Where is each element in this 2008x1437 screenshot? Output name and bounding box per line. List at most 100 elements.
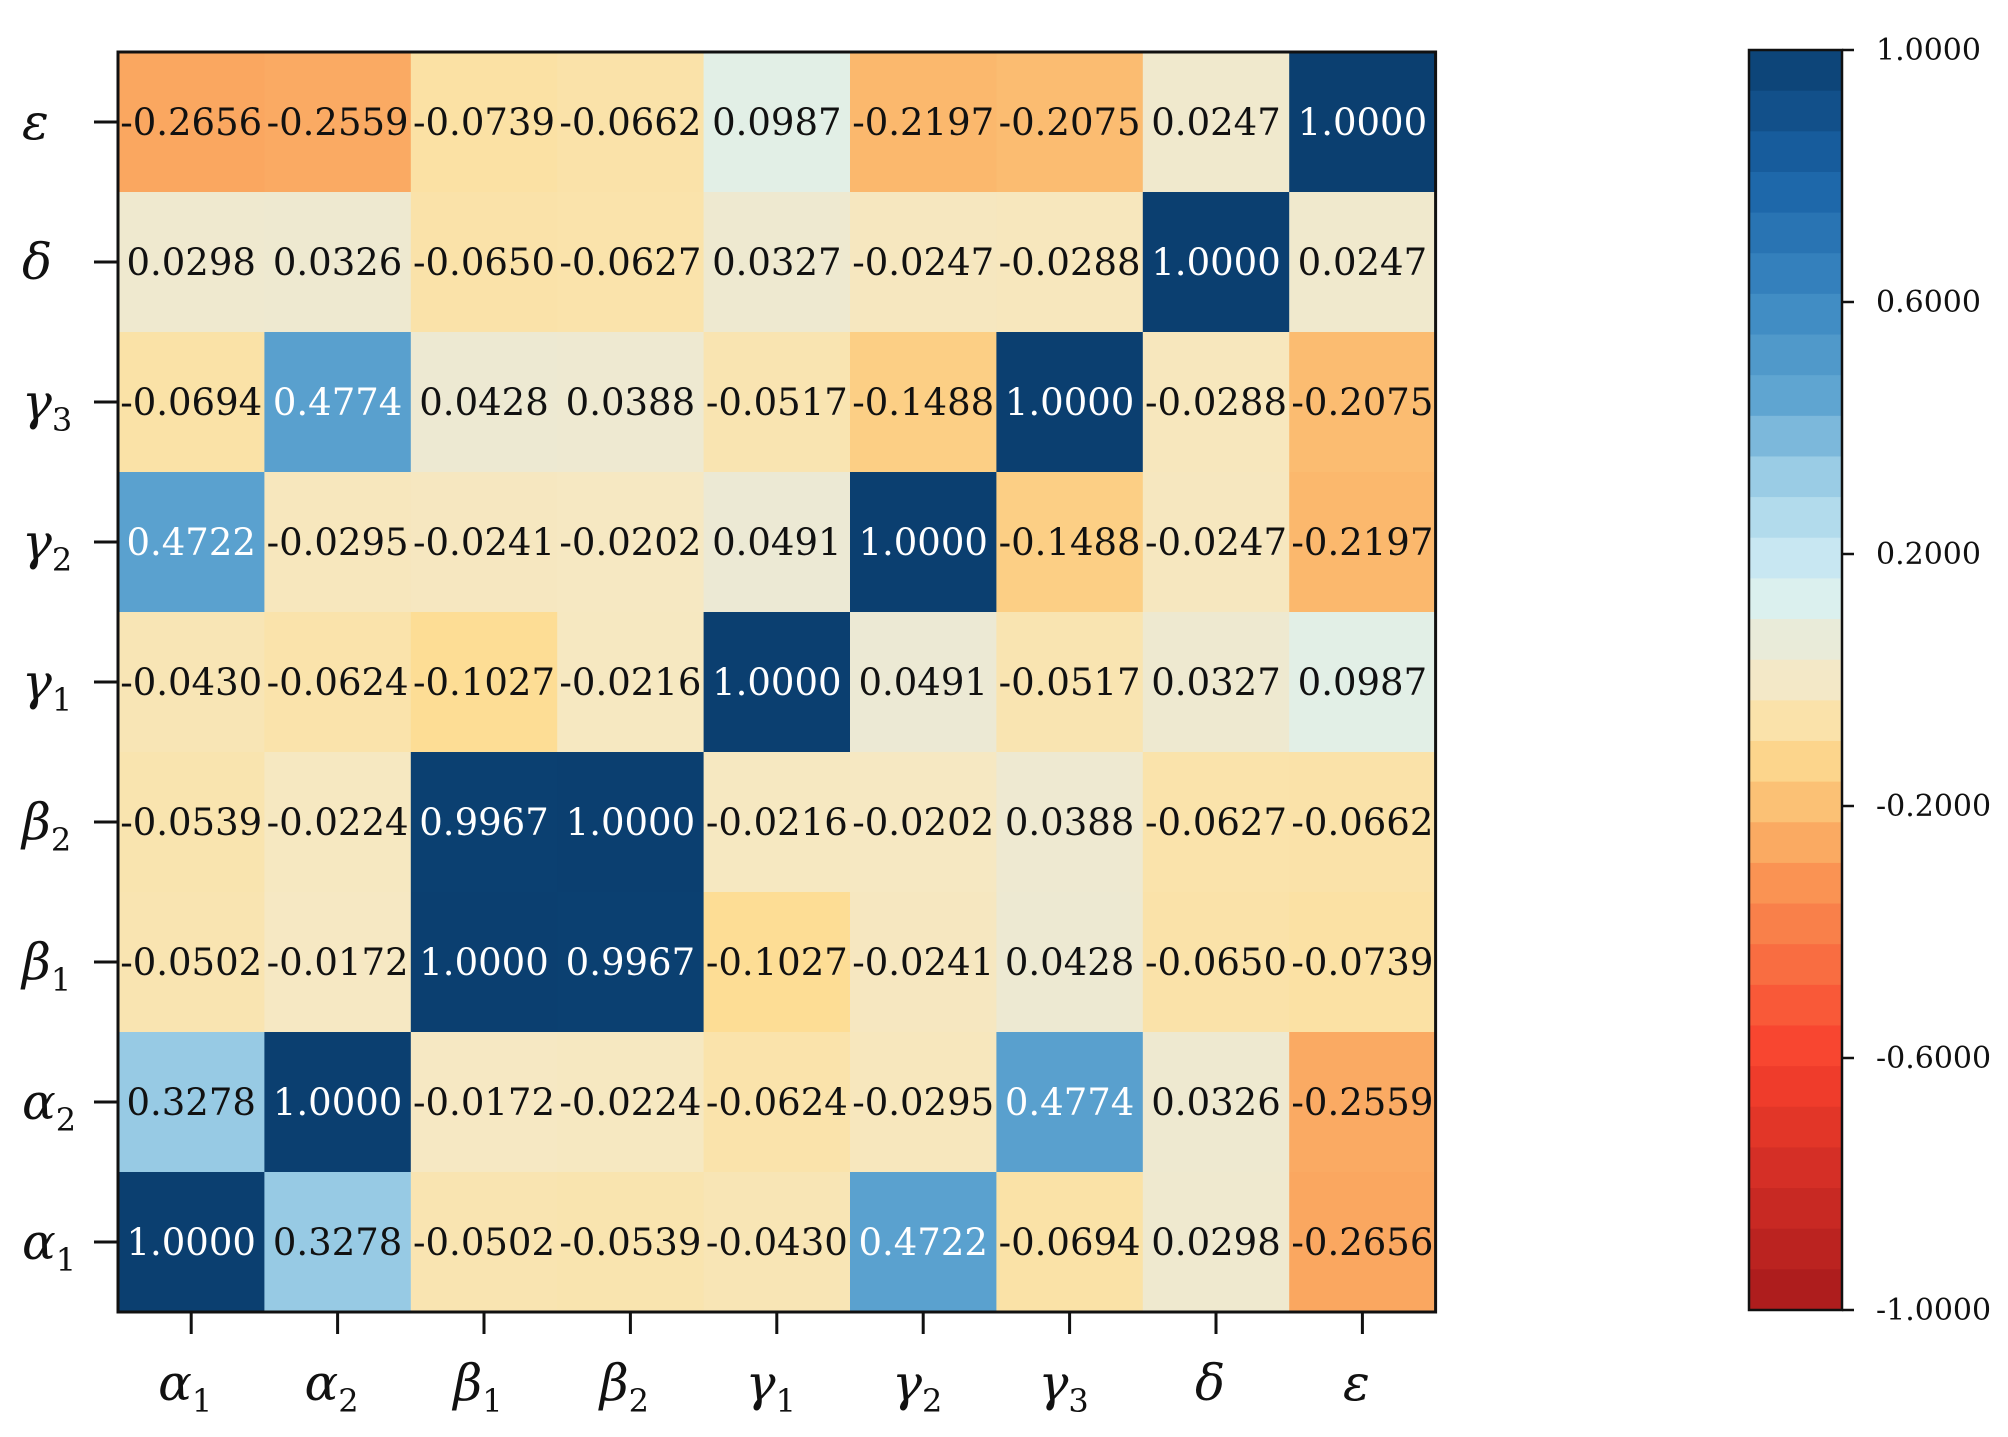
heatmap-cell (557, 612, 705, 753)
heatmap-cell-value: 0.4774 (273, 381, 402, 424)
heatmap-cell-value: -0.2559 (267, 101, 409, 144)
y-axis-label-subscript: 1 (51, 961, 71, 999)
heatmap-cell-value: 0.0327 (1151, 661, 1280, 704)
heatmap-cell (118, 52, 265, 193)
colorbar-segment (1749, 903, 1842, 945)
heatmap-cell (557, 892, 705, 1033)
heatmap-cell-value: -0.0517 (706, 381, 848, 424)
y-axis-label-subscript: 2 (56, 1101, 76, 1139)
heatmap-cell-value: 0.0987 (1298, 661, 1427, 704)
heatmap-cells (118, 52, 1437, 1313)
heatmap-cell-value: -0.0430 (120, 661, 262, 704)
x-axis-label: γ1 (746, 1354, 796, 1420)
heatmap-cell-value: -0.0172 (267, 941, 409, 984)
colorbar-segment (1749, 862, 1842, 905)
heatmap-cell-value: 0.0388 (1005, 801, 1134, 844)
colorbar-segment (1749, 619, 1842, 661)
heatmap-cell (1289, 892, 1437, 1033)
heatmap-cell (557, 192, 705, 333)
colorbar-segment (1749, 1269, 1842, 1311)
heatmap-cell-value: -0.0694 (999, 1221, 1141, 1264)
colorbar-segment (1749, 781, 1842, 823)
heatmap-cell (264, 52, 412, 193)
heatmap-cell (410, 192, 558, 333)
colorbar-tick-label: 0.2000 (1876, 537, 1981, 572)
heatmap-cell-value: 1.0000 (1005, 381, 1134, 424)
heatmap-cell-value: -0.0627 (1145, 801, 1287, 844)
heatmap-cell (264, 1172, 412, 1313)
heatmap-cell-value: -0.0172 (413, 1081, 555, 1124)
heatmap-cell (996, 52, 1144, 193)
heatmap-cell-value: -0.1027 (413, 661, 555, 704)
colorbar-frame (1747, 48, 1844, 1312)
heatmap-cell (1142, 192, 1290, 333)
heatmap-cell-value: -0.0241 (852, 941, 994, 984)
x-axis-label: δ (1195, 1354, 1225, 1412)
heatmap-cell-value: -0.2075 (999, 101, 1141, 144)
heatmap-cell (1142, 52, 1290, 193)
x-axis-label-symbol: γ (892, 1354, 922, 1412)
heatmap-cell (703, 332, 851, 473)
y-axis-label: γ1 (22, 653, 72, 719)
heatmap-cell-value: -0.1488 (999, 521, 1141, 564)
x-axis-label-symbol: α (158, 1354, 192, 1412)
y-axis-label: γ3 (22, 373, 72, 439)
heatmap-cell (1142, 472, 1290, 613)
heatmap-cell (703, 1032, 851, 1173)
heatmap-cell-value: 1.0000 (1151, 241, 1280, 284)
colorbar-segment (1749, 253, 1842, 295)
y-axis-label-symbol: α (22, 1073, 56, 1131)
heatmap-cell (410, 892, 558, 1033)
heatmap-cell-value: 0.9967 (419, 801, 548, 844)
heatmap-cell (557, 1172, 705, 1313)
heatmap-cell-value: 1.0000 (1298, 101, 1427, 144)
x-axis-label: α2 (305, 1354, 359, 1420)
heatmap-cell (410, 1172, 558, 1313)
heatmap-cell-value: 0.4722 (126, 521, 255, 564)
y-axis-label: β2 (20, 793, 71, 859)
heatmap-cell (557, 332, 705, 473)
y-axis-label-subscript: 1 (56, 1241, 76, 1279)
heatmap-cell (557, 472, 705, 613)
heatmap-cell-value: 0.0388 (566, 381, 695, 424)
y-axis-label-subscript: 2 (51, 821, 71, 859)
heatmap-cell (264, 892, 412, 1033)
heatmap-cell (850, 752, 997, 893)
heatmap-cell (410, 752, 558, 893)
x-axis-label-subscript: 1 (192, 1382, 212, 1420)
heatmap-cell (996, 332, 1144, 473)
heatmap-cell-value: -0.0539 (120, 801, 262, 844)
heatmap-cell (996, 1032, 1144, 1173)
y-axis-label-subscript: 1 (52, 681, 72, 719)
colorbar-tick-label: 0.6000 (1876, 285, 1981, 320)
heatmap-cell-value: -0.0241 (413, 521, 555, 564)
x-axis-label: β1 (451, 1354, 502, 1420)
heatmap-cell (703, 752, 851, 893)
colorbar-segment (1749, 659, 1842, 701)
heatmap-cell-value: -0.0650 (1145, 941, 1287, 984)
colorbar-segment (1749, 456, 1842, 498)
heatmap-cell-value: -0.2656 (120, 101, 262, 144)
heatmap-cell-value: 1.0000 (566, 801, 695, 844)
colorbar-segment (1749, 50, 1842, 92)
heatmap-cell (410, 52, 558, 193)
y-axis-label-symbol: γ (22, 653, 52, 711)
heatmap-cell-value: 1.0000 (858, 521, 987, 564)
heatmap-cell-value: -0.0539 (559, 1221, 701, 1264)
heatmap-cell-value: -0.0247 (1145, 521, 1287, 564)
x-axis-label-symbol: β (451, 1354, 482, 1412)
heatmap-cell (850, 332, 997, 473)
x-axis-label: γ3 (1038, 1354, 1088, 1420)
heatmap-cell-value: -0.2197 (1291, 521, 1433, 564)
colorbar-segment (1749, 1066, 1842, 1108)
heatmap-cell-value: 0.4774 (1005, 1081, 1134, 1124)
heatmap-cell-value: 1.0000 (712, 661, 841, 704)
heatmap-cell (1142, 1172, 1290, 1313)
heatmap-cell (703, 52, 851, 193)
heatmap-cell (996, 1172, 1144, 1313)
heatmap-cell-value: -0.0295 (267, 521, 409, 564)
heatmap-cell (557, 52, 705, 193)
x-axis-label-symbol: α (305, 1354, 339, 1412)
colorbar-segment (1749, 537, 1842, 579)
